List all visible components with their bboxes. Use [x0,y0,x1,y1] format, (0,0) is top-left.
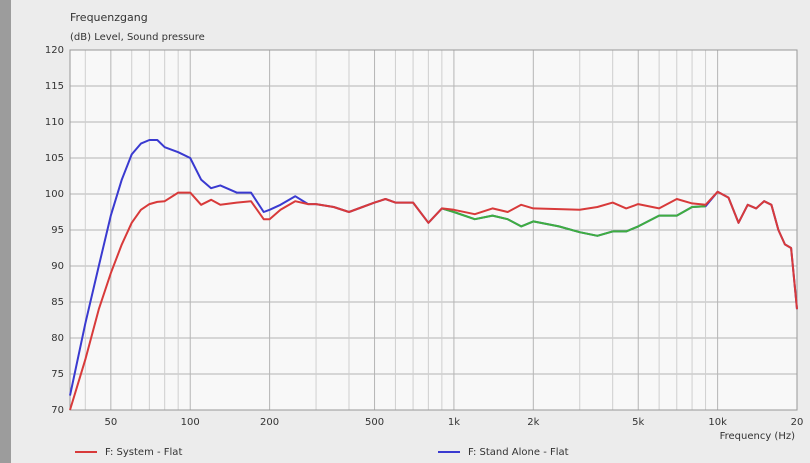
y-tick-label: 75 [51,369,64,380]
plot-frame [69,49,798,411]
legend-label: F: Stand Alone - Flat [468,447,569,458]
x-axis-label: Frequency (Hz) [720,431,796,442]
x-tick-label: 2k [527,417,539,428]
x-tick-label: 50 [104,417,117,428]
y-tick-label: 120 [45,45,64,56]
legend-label: F: System - Flat [105,447,182,458]
x-tick-label: 20 [791,417,804,428]
x-tick-label: 200 [260,417,279,428]
chart-title: Frequenzgang [70,11,148,24]
series-line [69,190,798,411]
y-tick-label: 115 [45,81,64,92]
x-tick-label: 1k [448,417,460,428]
x-tick-label: 5k [632,417,644,428]
y-tick-label: 95 [51,225,64,236]
x-tick-label: 100 [181,417,200,428]
y-tick-label: 90 [51,261,64,272]
y-tick-label: 105 [45,153,64,164]
y-tick-label: 70 [51,405,64,416]
x-tick-label: 500 [365,417,384,428]
series-line [441,205,706,237]
y-tick-label: 100 [45,189,64,200]
side-strip [0,0,11,463]
x-tick-label: 10k [708,417,727,428]
chart-subtitle: (dB) Level, Sound pressure [70,32,205,43]
y-tick-label: 85 [51,297,64,308]
y-tick-label: 80 [51,333,64,344]
y-tick-label: 110 [45,117,64,128]
